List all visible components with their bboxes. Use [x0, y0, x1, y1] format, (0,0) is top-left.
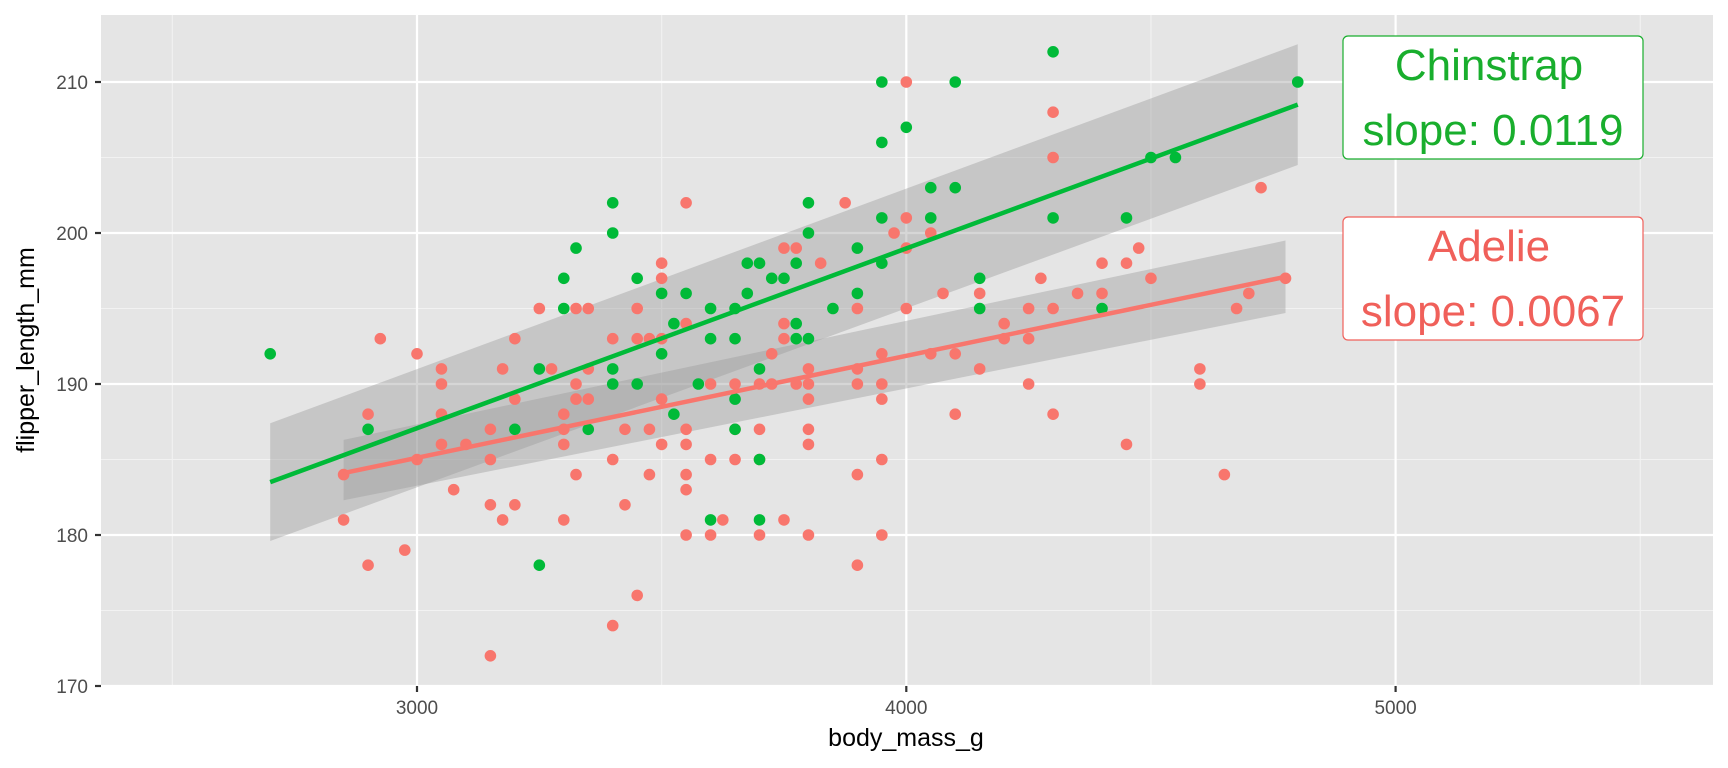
major-gridlines: [101, 15, 1713, 688]
svg-text:5000: 5000: [1374, 698, 1416, 719]
annotation-adelie-species: Adelie: [1428, 222, 1550, 271]
y-axis: 170 180 190 200 210: [56, 73, 101, 698]
svg-text:190: 190: [56, 375, 88, 396]
annotation-adelie-box: [1342, 216, 1644, 341]
data-points: [264, 46, 1304, 662]
annotation-chinstrap: Chinstrap slope: 0.0119: [1342, 35, 1644, 160]
annotation-adelie-slope: slope: 0.0067: [1361, 287, 1625, 336]
x-axis: 3000 4000 5000: [396, 686, 1417, 719]
annotation-chinstrap-box: [1342, 35, 1644, 160]
annotation-chinstrap-slope: slope: 0.0119: [1363, 106, 1624, 155]
annotation-adelie: Adelie slope: 0.0067: [1342, 216, 1644, 341]
svg-text:4000: 4000: [885, 698, 927, 719]
x-axis-title: body_mass_g: [828, 724, 984, 752]
svg-text:180: 180: [56, 526, 88, 547]
svg-text:210: 210: [56, 73, 88, 94]
y-axis-title: flipper_length_mm: [12, 247, 40, 453]
regression-lines: [269, 102, 1299, 485]
svg-text:170: 170: [56, 677, 88, 698]
annotation-chinstrap-species: Chinstrap: [1395, 41, 1583, 90]
svg-text:200: 200: [56, 224, 88, 245]
svg-text:3000: 3000: [396, 698, 438, 719]
